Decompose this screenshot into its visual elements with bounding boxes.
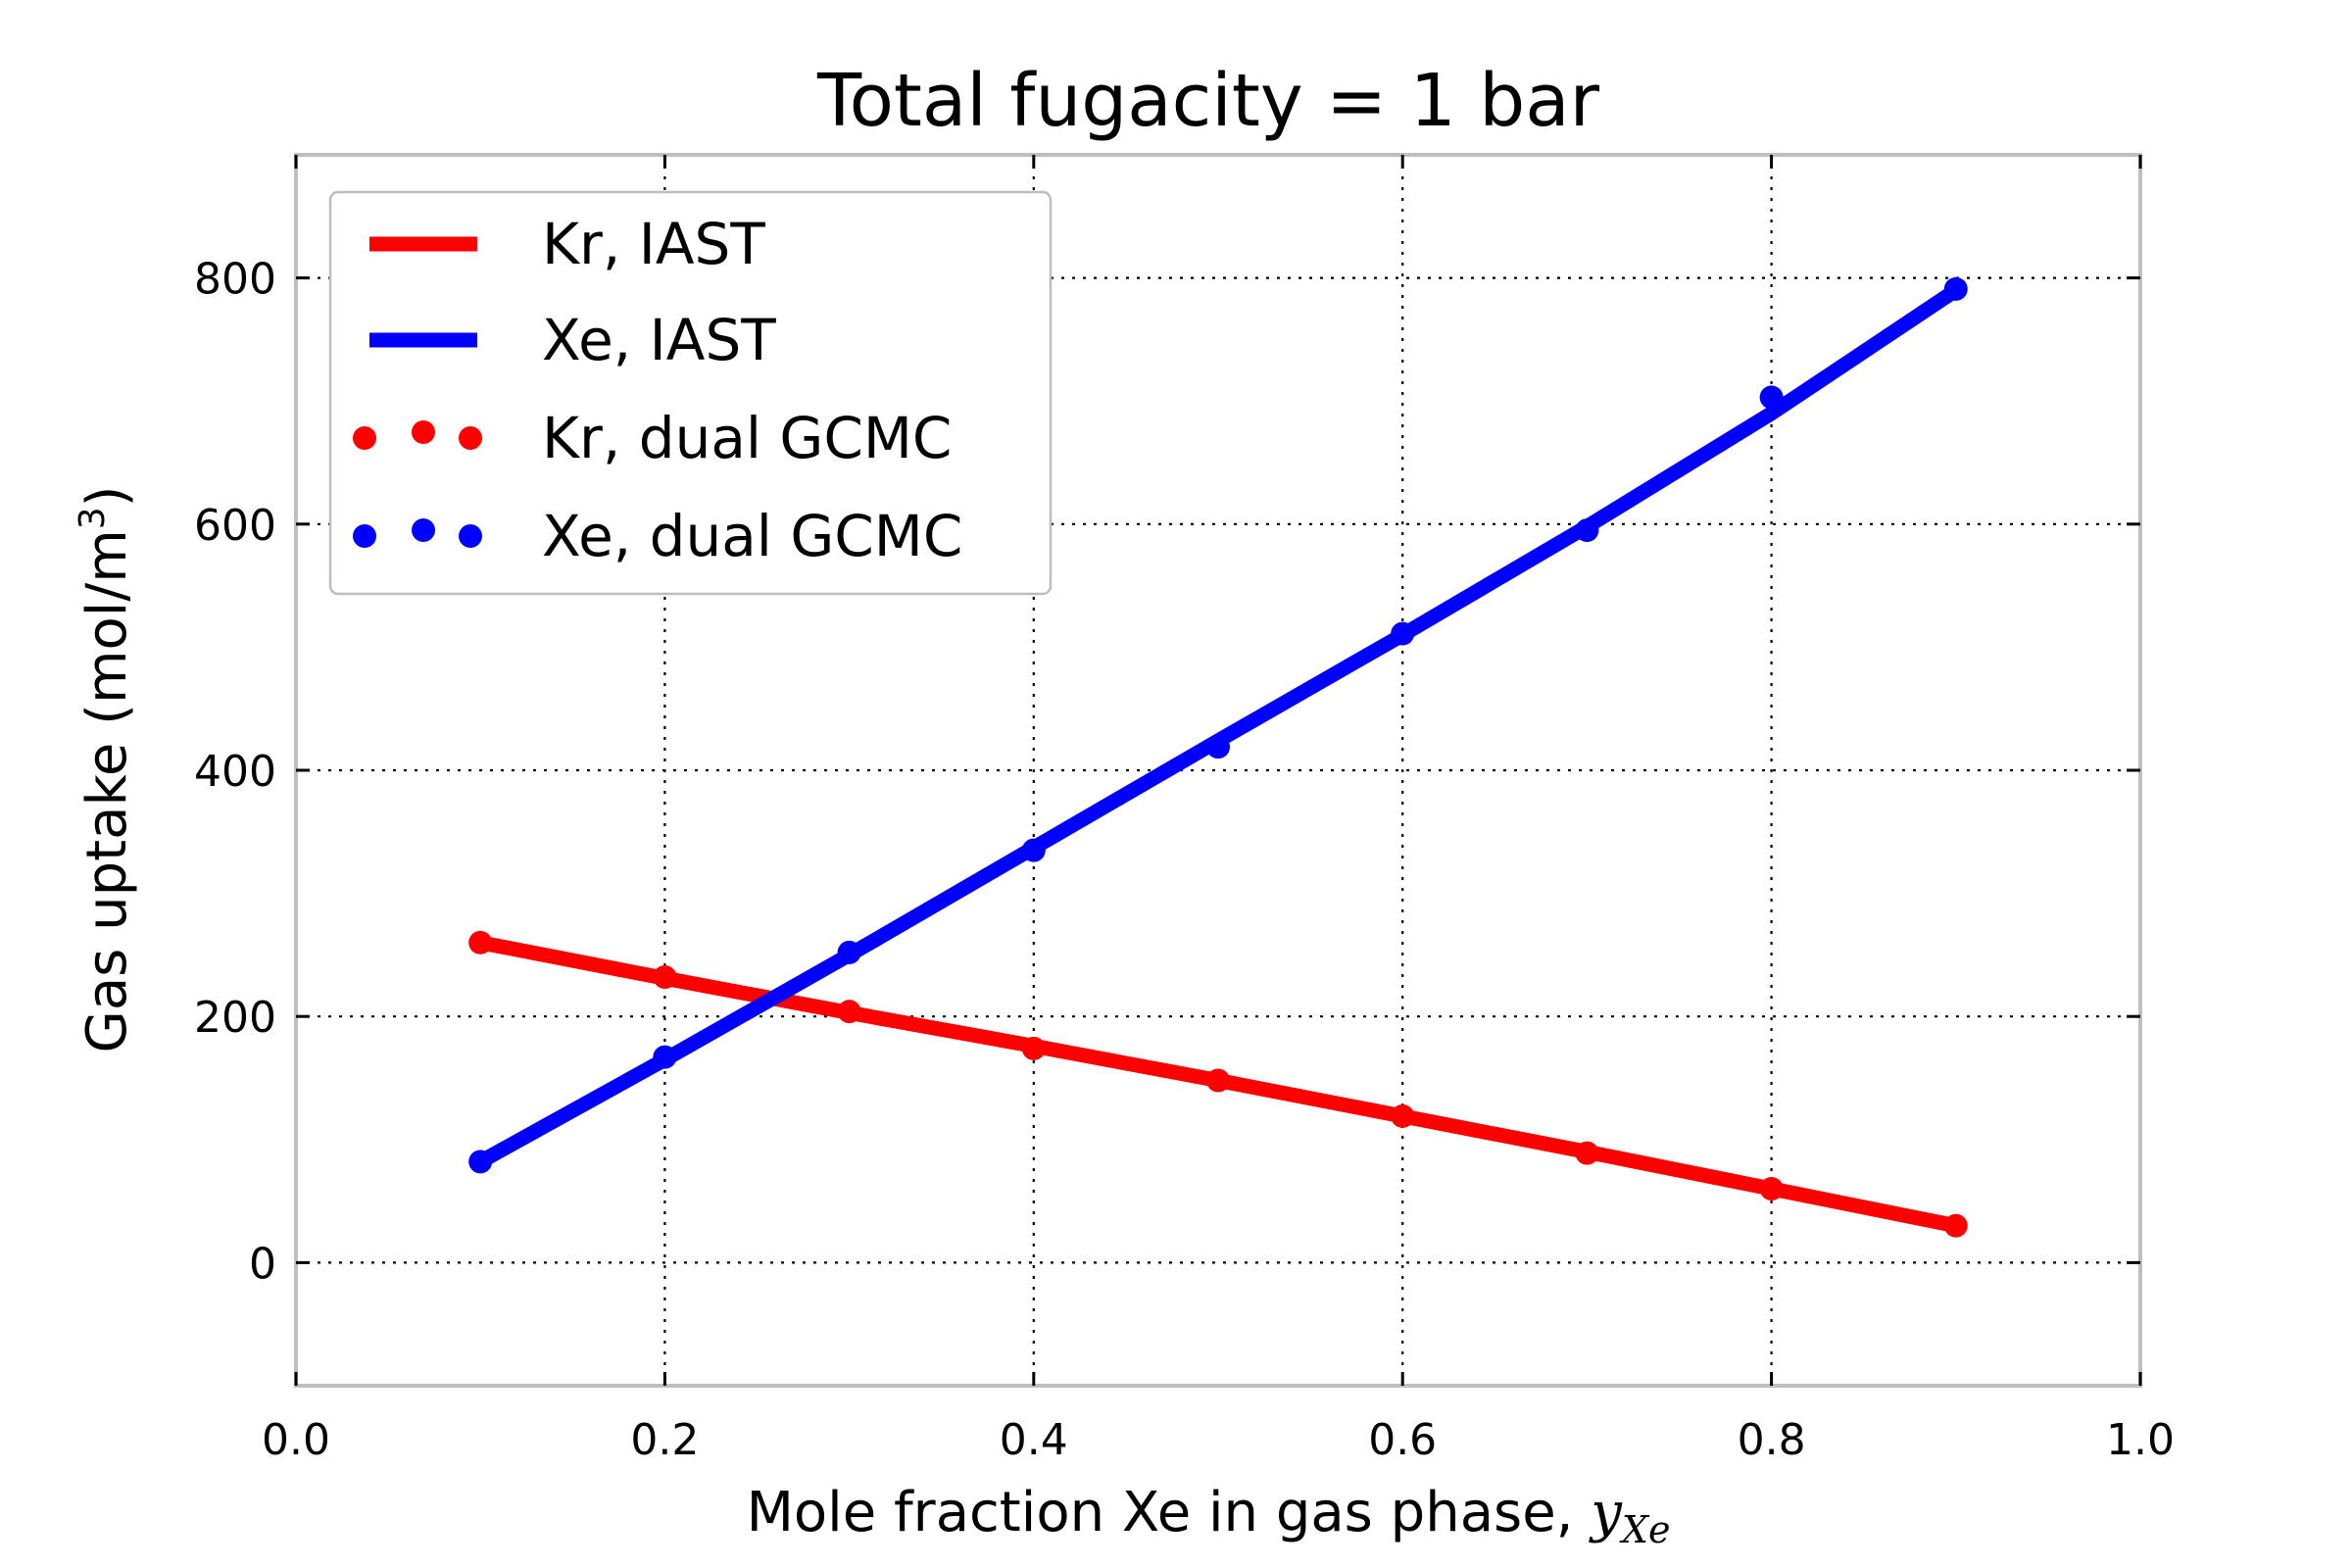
y-axis-label: Gas uptake (mol/m3) xyxy=(73,485,139,1053)
y-axis-label-text: Gas uptake (mol/m xyxy=(75,529,139,1053)
x-tick-label: 0.4 xyxy=(1000,1415,1068,1465)
ticks: 0.0 0.2 0.4 0.6 0.8 1.0 0 200 400 600 800 xyxy=(194,155,2175,1465)
x-axis-label-symbol: y xyxy=(1588,1481,1623,1544)
data-point xyxy=(1575,1141,1599,1165)
chart-title: Total fugacity = 1 bar xyxy=(816,59,1600,143)
x-tick-label: 0.6 xyxy=(1368,1415,1437,1465)
legend-label: Xe, IAST xyxy=(542,307,776,373)
y-axis-label-superscript: 3 xyxy=(73,507,113,529)
x-tick-label: 0.0 xyxy=(262,1415,330,1465)
x-axis-label-subscript: Xe xyxy=(1619,1508,1671,1551)
legend-swatch-marker xyxy=(459,426,482,450)
legend-swatch-marker xyxy=(353,524,376,548)
legend-entries: Kr, IAST Xe, IAST Kr, dual GCMC Xe, dual GC… xyxy=(353,211,962,569)
legend-label: Kr, dual GCMC xyxy=(542,405,952,471)
legend-label: Xe, dual GCMC xyxy=(542,503,962,569)
data-point xyxy=(1391,621,1415,646)
series-layer xyxy=(468,276,1968,1238)
legend-swatch-marker xyxy=(412,518,435,542)
legend-swatch-marker xyxy=(459,524,482,548)
data-point xyxy=(1206,735,1230,760)
x-axis-label-text: Mole fraction Xe in gas phase, xyxy=(747,1481,1592,1544)
data-point xyxy=(653,965,677,990)
y-tick-label: 200 xyxy=(194,993,276,1043)
data-point xyxy=(837,940,861,964)
legend: Kr, IAST Xe, IAST Kr, dual GCMC Xe, dual GC… xyxy=(328,190,1053,596)
y-tick-label: 400 xyxy=(194,747,276,797)
y-tick-label: 600 xyxy=(194,501,276,551)
legend-swatch-marker xyxy=(353,426,376,450)
data-point xyxy=(653,1045,677,1069)
data-point xyxy=(1943,276,1968,301)
data-point xyxy=(1759,1177,1784,1201)
x-tick-label: 1.0 xyxy=(2106,1415,2175,1465)
y-axis-label-suffix: ) xyxy=(75,485,139,507)
data-point xyxy=(837,1000,861,1024)
data-point xyxy=(1021,1036,1046,1060)
data-point xyxy=(1391,1103,1415,1128)
data-point xyxy=(1943,1213,1968,1238)
data-point xyxy=(1759,385,1784,410)
x-tick-label: 0.8 xyxy=(1738,1415,1806,1465)
data-point xyxy=(1575,518,1599,543)
legend-label: Kr, IAST xyxy=(542,211,765,277)
data-point xyxy=(468,1150,493,1174)
legend-box xyxy=(328,190,1053,596)
y-tick-label: 0 xyxy=(249,1239,276,1289)
x-axis-label: Mole fraction Xe in gas phase, yXe xyxy=(747,1481,1671,1551)
legend-swatch-marker xyxy=(412,420,435,444)
y-tick-label: 800 xyxy=(194,255,276,305)
x-tick-label: 0.2 xyxy=(630,1415,699,1465)
data-point xyxy=(1021,838,1046,862)
data-point xyxy=(468,930,493,955)
data-point xyxy=(1206,1068,1230,1093)
